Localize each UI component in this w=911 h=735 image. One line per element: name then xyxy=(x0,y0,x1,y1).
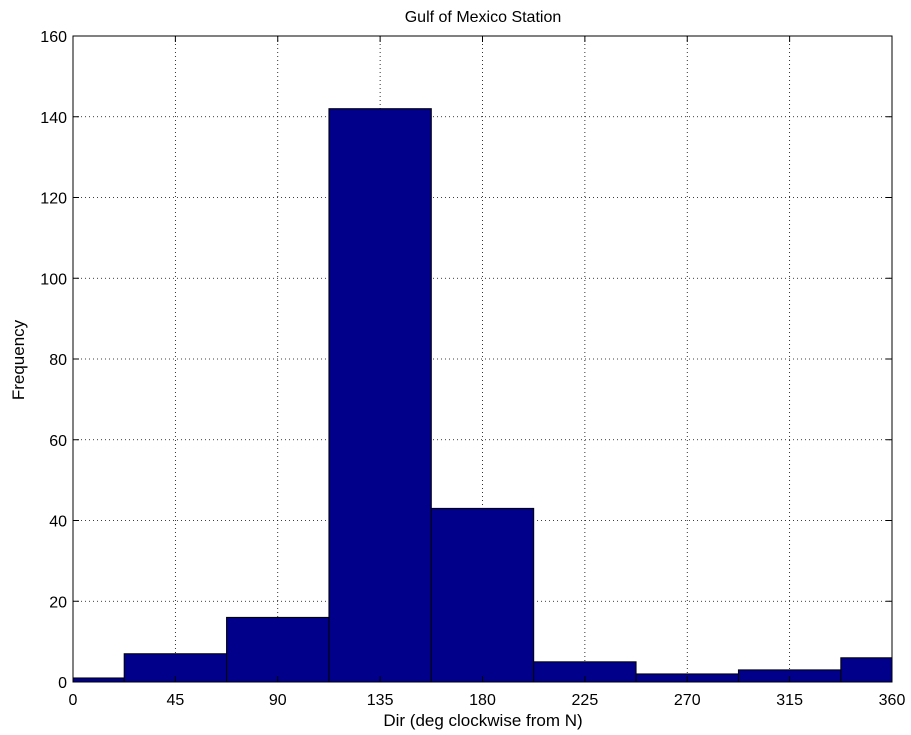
y-axis-label: Frequency xyxy=(9,319,28,400)
chart-title: Gulf of Mexico Station xyxy=(405,9,562,26)
y-tick-label: 60 xyxy=(49,433,67,450)
y-tick-label: 0 xyxy=(58,675,67,692)
histogram-bar xyxy=(226,616,330,683)
x-tick-label: 90 xyxy=(269,692,287,709)
histogram-bar xyxy=(72,677,125,683)
x-tick-label: 360 xyxy=(879,692,906,709)
y-tick-label: 120 xyxy=(40,191,67,208)
x-tick-label: 270 xyxy=(674,692,701,709)
bars xyxy=(72,108,893,683)
x-tick-label: 225 xyxy=(572,692,599,709)
axis-ticks: 0 45 90 135 180 225 270 315 360 0 20 40 60 80 100 120 14… xyxy=(40,29,905,709)
grid-lines xyxy=(73,36,892,682)
x-tick-label: 45 xyxy=(166,692,184,709)
y-tick-label: 160 xyxy=(40,29,67,46)
x-tick-label: 0 xyxy=(69,692,78,709)
histogram-bar xyxy=(328,108,432,683)
x-tick-label: 135 xyxy=(367,692,394,709)
y-tick-label: 140 xyxy=(40,110,67,127)
x-axis-label: Dir (deg clockwise from N) xyxy=(383,711,582,730)
x-tick-label: 315 xyxy=(776,692,803,709)
histogram-bar xyxy=(430,507,535,683)
y-tick-label: 40 xyxy=(49,514,67,531)
y-tick-label: 80 xyxy=(49,352,67,369)
y-tick-label: 20 xyxy=(49,594,67,611)
histogram-bar xyxy=(840,657,893,683)
y-tick-label: 100 xyxy=(40,271,67,288)
x-tick-label: 180 xyxy=(469,692,496,709)
